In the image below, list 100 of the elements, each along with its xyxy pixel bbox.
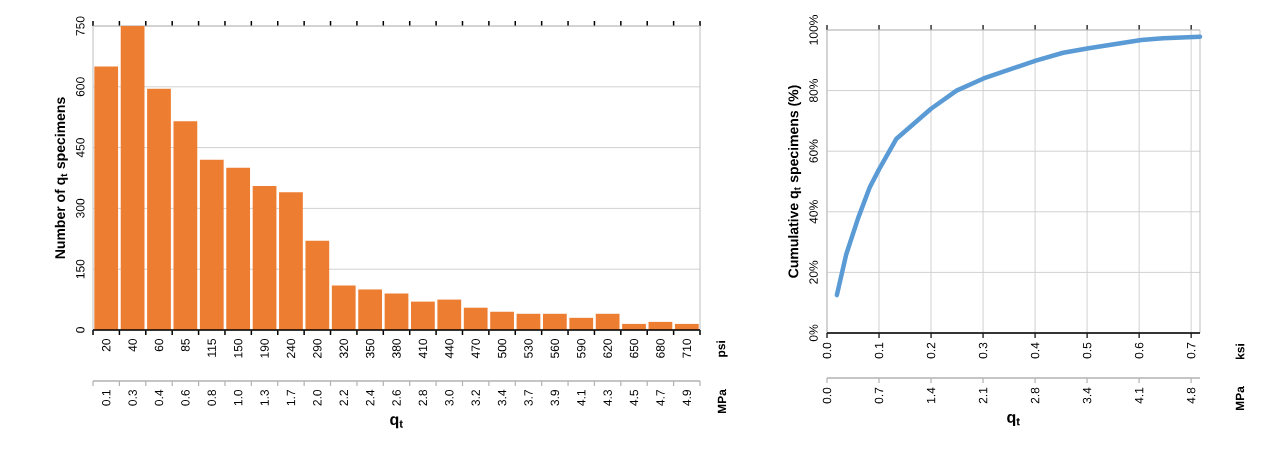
- x-axis-title: q$_{t}$: [390, 416, 403, 429]
- bar: [569, 317, 594, 330]
- text: ksi: [1235, 344, 1245, 360]
- line-series: [834, 34, 1203, 298]
- bar: [384, 293, 409, 330]
- text: 3.2: [471, 390, 480, 406]
- x-tick-label: 470: [471, 338, 480, 359]
- x-tick-label: 530: [524, 338, 533, 358]
- y-tick-label: 20%: [809, 260, 818, 284]
- x-tick-label: 0.0: [822, 342, 832, 359]
- text: 2.0: [313, 389, 322, 406]
- x-tick-label: 320: [339, 338, 348, 359]
- y-tick-label: 0: [76, 327, 85, 333]
- x-tick-label: 20: [101, 338, 111, 352]
- x-tick-label: 0.3: [978, 342, 988, 359]
- x2-tick-label: 4.8: [1186, 387, 1196, 404]
- bar: [279, 192, 303, 330]
- x2-axis-title: MPa: [717, 389, 727, 414]
- x-tick-label: 680: [656, 338, 665, 358]
- y-tick-label: 300: [76, 198, 85, 218]
- x2-tick-label: 0.7: [874, 387, 884, 404]
- x-tick-label: 0.2: [926, 342, 936, 359]
- y-tick-label: 80%: [809, 79, 818, 103]
- text: 3.4: [497, 389, 507, 406]
- x-tick-label: 590: [577, 338, 586, 358]
- text: 4.3: [603, 389, 612, 406]
- x-tick-label: 190: [260, 338, 269, 358]
- text: psi: [716, 341, 728, 357]
- text: 2.4: [365, 389, 375, 406]
- bar: [331, 285, 356, 330]
- bar: [516, 313, 541, 330]
- x-tick-label: 290: [313, 338, 322, 358]
- text: 2.6: [392, 389, 401, 406]
- x2-tick-label: 3.4: [1082, 387, 1092, 404]
- text: 0.1: [101, 390, 111, 406]
- bar: [490, 311, 514, 330]
- x-tick-label: 500: [497, 338, 507, 358]
- bar: [199, 159, 224, 330]
- bar: [542, 313, 567, 330]
- text: 0.6: [181, 389, 190, 406]
- bar: [94, 66, 119, 330]
- text: 4.9: [682, 390, 692, 406]
- x-tick-label: 0.6: [1134, 342, 1144, 359]
- text: 1.7: [286, 390, 296, 406]
- text: 3.0: [445, 389, 454, 406]
- text: 4.7: [656, 390, 665, 406]
- y-tick-label: 450: [76, 138, 85, 158]
- bar: [226, 167, 251, 330]
- y-axis-title: Cumulative q$_{t}$ specimens (%): [788, 85, 802, 278]
- x-tick-label: 350: [365, 338, 375, 359]
- bar: [305, 240, 330, 330]
- bar: [173, 121, 198, 330]
- x-tick-label: 710: [682, 338, 692, 358]
- x-tick-label: 0.1: [874, 342, 884, 359]
- text: 0.8: [207, 389, 217, 406]
- bar: [437, 299, 462, 330]
- x2-axis-title: MPa: [1235, 386, 1245, 411]
- x-tick-label: 380: [392, 338, 401, 359]
- text: 0.3: [128, 389, 137, 406]
- x2-tick-label: 2.8: [1030, 387, 1040, 404]
- text: 1.3: [260, 389, 269, 406]
- y-tick-label: 150: [76, 259, 85, 279]
- text: 4.5: [629, 389, 639, 406]
- x-tick-label: 0.4: [1030, 342, 1040, 359]
- x-tick-label: 60: [154, 338, 164, 352]
- y-tick-label: 100%: [809, 15, 818, 45]
- x2-tick-label: 0.0: [822, 387, 832, 404]
- y-tick-label: 0%: [809, 324, 818, 342]
- bar: [252, 186, 277, 330]
- y-tick-label: 750: [76, 16, 85, 36]
- x-tick-label: 440: [445, 338, 454, 359]
- x2-tick-label: 4.1: [1134, 387, 1144, 404]
- text: 2.8: [418, 389, 428, 406]
- x-tick-label: 410: [418, 338, 428, 359]
- x-tick-label: 0.5: [1082, 342, 1092, 359]
- x2-tick-label: 1.4: [926, 387, 936, 403]
- x-axis-title: q$_{t}$: [1007, 414, 1020, 427]
- bar: [463, 307, 488, 330]
- x-tick-label: 40: [128, 338, 137, 352]
- text: 2.2: [339, 390, 348, 406]
- text: 4.1: [577, 390, 586, 406]
- x-tick-label: 150: [233, 338, 243, 358]
- bar: [147, 88, 171, 330]
- x-tick-label: 115: [207, 338, 216, 357]
- bar: [358, 289, 382, 330]
- y-tick-label: 60%: [809, 139, 818, 163]
- x-tick-label: 650: [629, 338, 639, 358]
- text: 0.4: [154, 389, 164, 406]
- x2-tick-label: 2.1: [978, 387, 988, 404]
- bar: [595, 313, 620, 330]
- bar: [120, 26, 145, 330]
- x-tick-label: 0.7: [1186, 342, 1196, 359]
- y-tick-label: 600: [76, 77, 85, 97]
- x-tick-label: 620: [603, 338, 612, 358]
- x-tick-label: 85: [181, 338, 190, 352]
- x-tick-label: 240: [286, 338, 296, 358]
- text: 3.7: [524, 390, 533, 406]
- text: 3.9: [550, 390, 560, 406]
- y-axis-title: Number of q$_{t}$ specimens: [54, 97, 68, 259]
- x-tick-label: 560: [550, 338, 560, 358]
